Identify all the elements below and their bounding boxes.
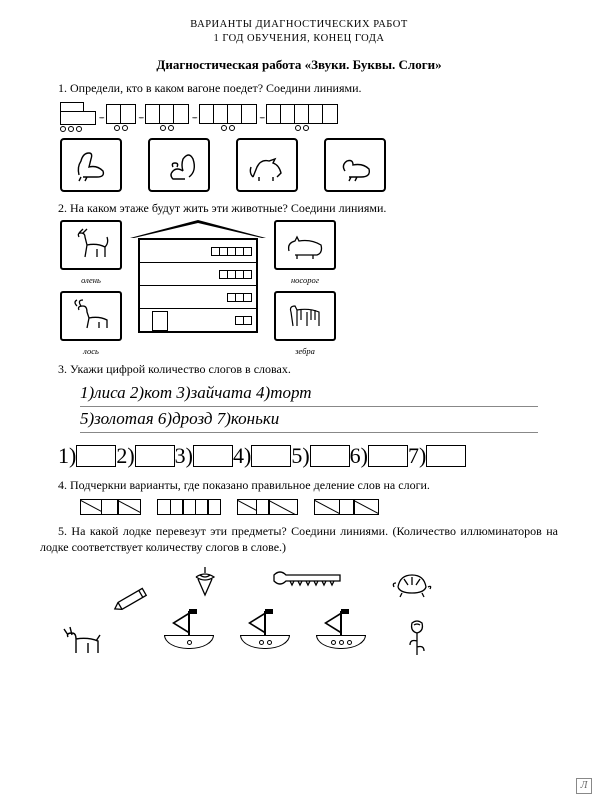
wagon-3	[145, 104, 189, 131]
rhino-icon	[274, 220, 336, 270]
paren-icon: 1)	[58, 441, 76, 471]
wagon-4	[199, 104, 257, 131]
deer-label: олень	[81, 275, 101, 286]
saw-icon	[270, 567, 350, 600]
task5-text: 5. На какой лодке перевезут эти предметы…	[40, 523, 558, 555]
coupling-icon: - - -	[139, 111, 143, 123]
task3-text: 3. Укажи цифрой количество слогов в слов…	[40, 361, 558, 377]
task3-line2: 5)золотая 6)дрозд 7)коньки	[80, 407, 538, 433]
turtle-icon	[390, 569, 434, 608]
spinning-top-icon	[190, 565, 220, 608]
task3-line1: 1)лиса 2)кот 3)зайчата 4)торт	[80, 381, 538, 407]
boat-row	[160, 609, 370, 649]
fox-icon	[236, 138, 298, 192]
task5-scene	[60, 561, 538, 671]
moose-icon	[60, 291, 122, 341]
answer-box	[251, 445, 291, 467]
coupling-icon: - - -	[99, 111, 103, 123]
answer-box	[193, 445, 233, 467]
house-icon	[130, 220, 266, 333]
answer-box	[76, 445, 116, 467]
wagon-2	[106, 104, 136, 131]
syllable-bar	[157, 499, 221, 515]
task2-layout: олень лось носорог зебра	[60, 220, 558, 357]
syllable-bar	[237, 499, 298, 515]
squirrel-icon	[148, 138, 210, 192]
wagon-5	[266, 104, 338, 131]
rose-icon	[402, 615, 432, 668]
rhino-label: носорог	[291, 275, 319, 286]
header-line-2: 1 ГОД ОБУЧЕНИЯ, КОНЕЦ ГОДА	[40, 32, 558, 46]
deer-icon	[60, 220, 122, 270]
coupling-icon: - - -	[192, 111, 196, 123]
worksheet-title: Диагностическая работа «Звуки. Буквы. Сл…	[40, 56, 558, 74]
task1-text: 1. Определи, кто в каком вагоне поедет? …	[40, 80, 558, 96]
task4-text: 4. Подчеркни варианты, где показано прав…	[40, 477, 558, 493]
task2-text: 2. На каком этаже будут жить эти животны…	[40, 200, 558, 216]
syllable-bar	[80, 499, 141, 515]
paren-icon: 7)	[408, 441, 426, 471]
boat-1	[160, 609, 218, 649]
pencil-icon	[105, 575, 156, 623]
coupling-icon: - - -	[260, 111, 264, 123]
paren-icon: 5)	[291, 441, 309, 471]
goose-icon	[60, 138, 122, 192]
answer-box	[310, 445, 350, 467]
boat-3	[312, 609, 370, 649]
task3-answer-row: 1) 2) 3) 4) 5) 6) 7)	[60, 441, 558, 471]
answer-box	[135, 445, 175, 467]
task3-words: 1)лиса 2)кот 3)зайчата 4)торт 5)золотая …	[80, 381, 538, 433]
moose-label: лось	[83, 346, 99, 357]
paren-icon: 6)	[350, 441, 368, 471]
locomotive-icon	[60, 102, 96, 132]
boat-2	[236, 609, 294, 649]
paren-icon: 4)	[233, 441, 251, 471]
goat-icon	[60, 621, 106, 670]
header-line-1: ВАРИАНТЫ ДИАГНОСТИЧЕСКИХ РАБОТ	[40, 18, 558, 32]
task2-left-col: олень лось	[60, 220, 122, 357]
paren-icon: 3)	[175, 441, 193, 471]
duck-icon	[324, 138, 386, 192]
syllable-bar	[314, 499, 379, 515]
zebra-label: зебра	[295, 346, 315, 357]
paren-icon: 2)	[116, 441, 134, 471]
train-row: - - - - - - - - - - - -	[60, 102, 558, 132]
zebra-icon	[274, 291, 336, 341]
corner-watermark: Л	[576, 778, 592, 794]
answer-box	[426, 445, 466, 467]
task1-animals	[60, 138, 558, 192]
task4-bars	[80, 499, 558, 515]
answer-box	[368, 445, 408, 467]
task2-right-col: носорог зебра	[274, 220, 336, 357]
